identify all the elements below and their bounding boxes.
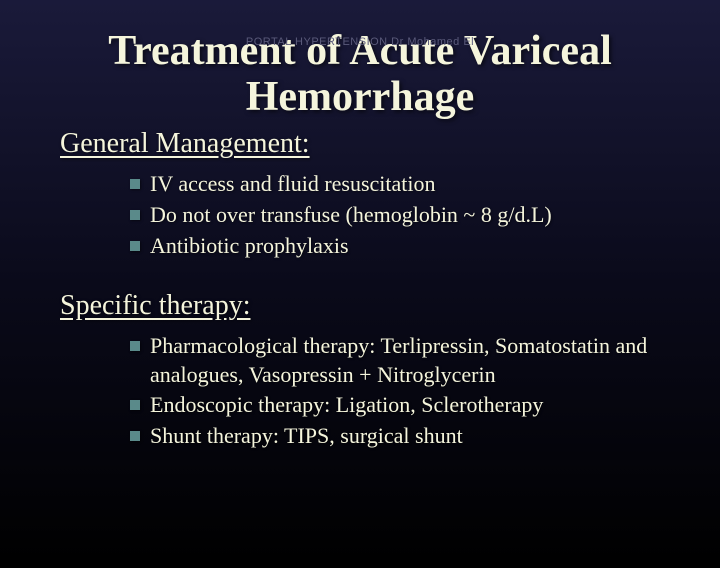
watermark-text: PORTAL HYPERTENSION Dr Mohamed El [246,36,474,48]
list-item: IV access and fluid resuscitation [130,170,670,199]
title-line-2: Hemorrhage [246,74,475,120]
bullet-text: IV access and fluid resuscitation [150,170,670,199]
bullet-text: Pharmacological therapy: Terlipressin, S… [150,332,670,389]
bullet-text: Shunt therapy: TIPS, surgical shunt [150,422,670,451]
bullet-text: Endoscopic therapy: Ligation, Sclerother… [150,391,670,420]
list-item: Do not over transfuse (hemoglobin ~ 8 g/… [130,201,670,230]
bullet-list-general: IV access and fluid resuscitation Do not… [130,170,670,260]
bullet-icon [130,210,140,220]
bullet-list-specific: Pharmacological therapy: Terlipressin, S… [130,332,670,450]
bullet-icon [130,179,140,189]
bullet-icon [130,400,140,410]
section-heading-general: General Management: [60,128,720,160]
list-item: Shunt therapy: TIPS, surgical shunt [130,422,670,451]
list-item: Antibiotic prophylaxis [130,232,670,261]
bullet-text: Antibiotic prophylaxis [150,232,670,261]
section-heading-specific: Specific therapy: [60,290,720,322]
bullet-icon [130,241,140,251]
title-line-1: Treatment of Acute Variceal [108,28,612,74]
bullet-text: Do not over transfuse (hemoglobin ~ 8 g/… [150,201,670,230]
bullet-icon [130,341,140,351]
bullet-icon [130,431,140,441]
list-item: Pharmacological therapy: Terlipressin, S… [130,332,670,389]
list-item: Endoscopic therapy: Ligation, Sclerother… [130,391,670,420]
